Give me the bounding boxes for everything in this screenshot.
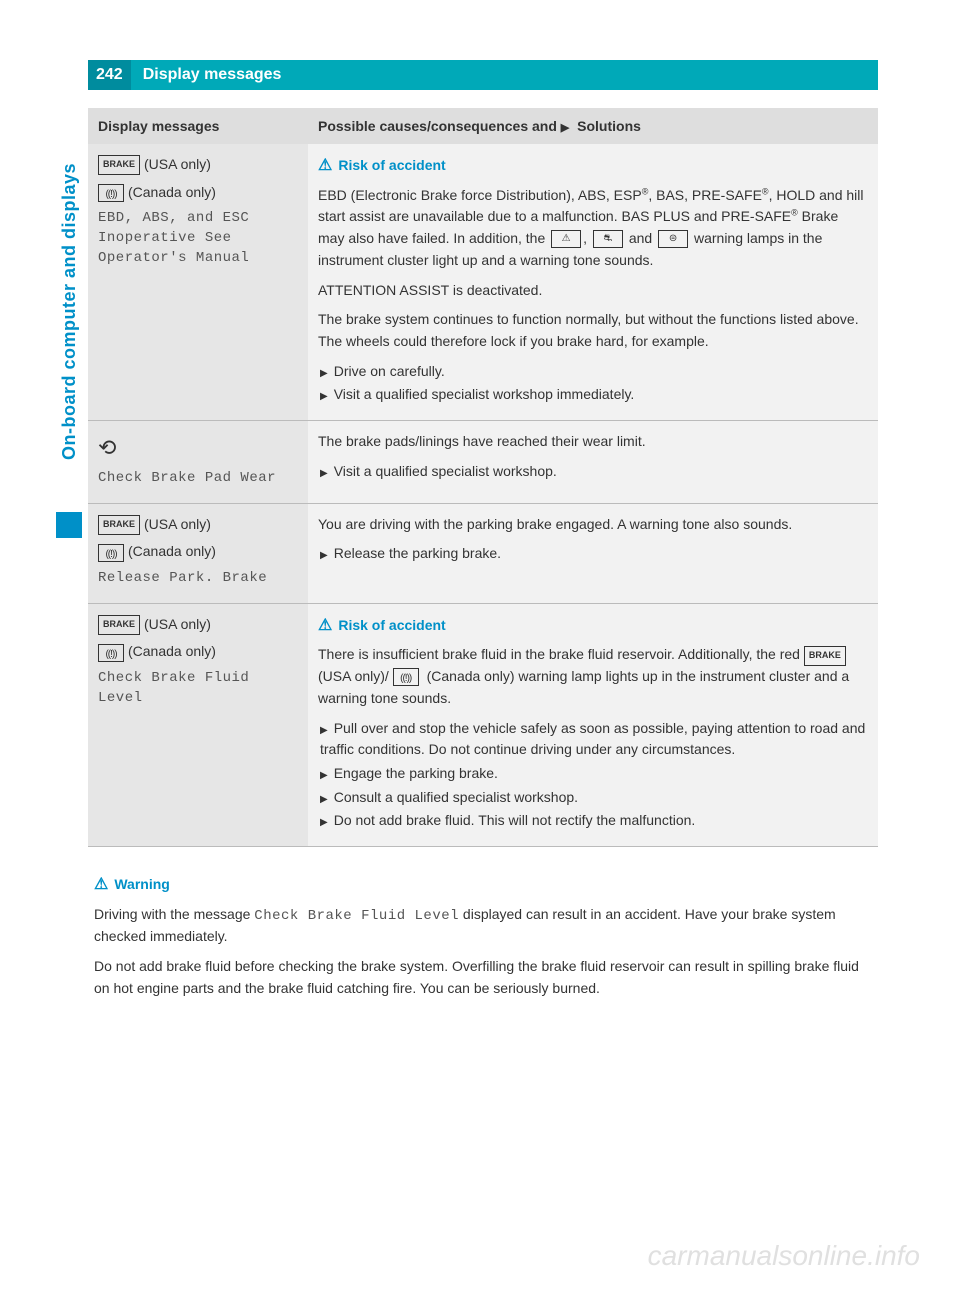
warning-triangle-icon: ⚠ (318, 617, 332, 634)
risk-of-accident-label: ⚠Risk of accident (318, 154, 868, 179)
solution-text: The brake pads/linings have reached thei… (318, 431, 868, 453)
table-row: BRAKE(USA only) (Canada only) Release Pa… (88, 503, 878, 603)
message-cell: BRAKE(USA only) (Canada only) Release Pa… (88, 503, 308, 603)
solution-cell: You are driving with the parking brake e… (308, 503, 878, 603)
table-header-messages: Display messages (88, 108, 308, 144)
warning-title: ⚠Warning (94, 873, 872, 898)
esp-off-lamp-icon: ⛐ (593, 230, 623, 248)
brake-wear-icon: ⟲ (98, 431, 298, 465)
solution-text: You are driving with the parking brake e… (318, 514, 868, 536)
solution-action: Visit a qualified specialist workshop im… (318, 384, 868, 406)
side-tab: On-board computer and displays (52, 118, 86, 538)
solution-action: Visit a qualified specialist workshop. (318, 461, 868, 483)
solution-action: Consult a qualified specialist workshop. (318, 787, 868, 809)
brake-icon: BRAKE (804, 646, 846, 666)
warning-triangle-icon: ⚠ (318, 157, 332, 174)
warning-text: Driving with the message Check Brake Flu… (94, 904, 872, 948)
message-text: Release Park. Brake (98, 569, 298, 589)
table-row: BRAKE(USA only) (Canada only) Check Brak… (88, 603, 878, 846)
solution-text: The brake system continues to function n… (318, 309, 868, 352)
warning-text: Do not add brake fluid before checking t… (94, 956, 872, 999)
solution-text: There is insufficient brake fluid in the… (318, 644, 868, 709)
messages-table: Display messages Possible causes/consequ… (88, 108, 878, 847)
warning-box: ⚠Warning Driving with the message Check … (88, 865, 878, 1015)
solution-action: Drive on carefully. (318, 361, 868, 383)
solution-action: Engage the parking brake. (318, 763, 868, 785)
solution-action: Do not add brake fluid. This will not re… (318, 810, 868, 832)
solution-action: Pull over and stop the vehicle safely as… (318, 718, 868, 761)
message-text: EBD, ABS, and ESC Inoperative See Operat… (98, 209, 298, 268)
solution-text: EBD (Electronic Brake force Distribution… (318, 185, 868, 272)
esp-lamp-icon: ⊜ (658, 230, 688, 248)
side-tab-label: On-board computer and displays (59, 118, 80, 504)
table-row: ⟲ Check Brake Pad Wear The brake pads/li… (88, 420, 878, 503)
solution-text: ATTENTION ASSIST is deactivated. (318, 280, 868, 302)
brake-canada-icon (98, 544, 124, 562)
page-header: 242 Display messages (88, 60, 878, 90)
warning-triangle-icon: ⚠ (94, 876, 108, 893)
solution-cell: The brake pads/linings have reached thei… (308, 420, 878, 503)
brake-canada-icon (98, 184, 124, 202)
message-cell: BRAKE(USA only) (Canada only) Check Brak… (88, 603, 308, 846)
solution-cell: ⚠Risk of accident There is insufficient … (308, 603, 878, 846)
warning-lamp-icon: ⚠ (551, 230, 581, 248)
brake-icon: BRAKE (98, 155, 140, 175)
message-text: Check Brake Pad Wear (98, 469, 298, 489)
risk-of-accident-label: ⚠Risk of accident (318, 614, 868, 639)
brake-canada-icon (98, 644, 124, 662)
side-tab-marker (56, 512, 82, 538)
watermark: carmanualsonline.info (648, 1240, 920, 1272)
brake-icon: BRAKE (98, 615, 140, 635)
brake-icon: BRAKE (98, 515, 140, 535)
message-text: Check Brake Fluid Level (98, 669, 298, 708)
page-title: Display messages (131, 60, 878, 90)
table-row: BRAKE(USA only) (Canada only) EBD, ABS, … (88, 144, 878, 420)
brake-canada-icon (393, 668, 419, 686)
page-number: 242 (88, 60, 131, 90)
message-cell: BRAKE(USA only) (Canada only) EBD, ABS, … (88, 144, 308, 420)
message-cell: ⟲ Check Brake Pad Wear (88, 420, 308, 503)
page-content: 242 Display messages Display messages Po… (88, 60, 878, 1015)
table-header-solutions: Possible causes/consequences and ▶ Solut… (308, 108, 878, 144)
solution-cell: ⚠Risk of accident EBD (Electronic Brake … (308, 144, 878, 420)
solution-action: Release the parking brake. (318, 543, 868, 565)
